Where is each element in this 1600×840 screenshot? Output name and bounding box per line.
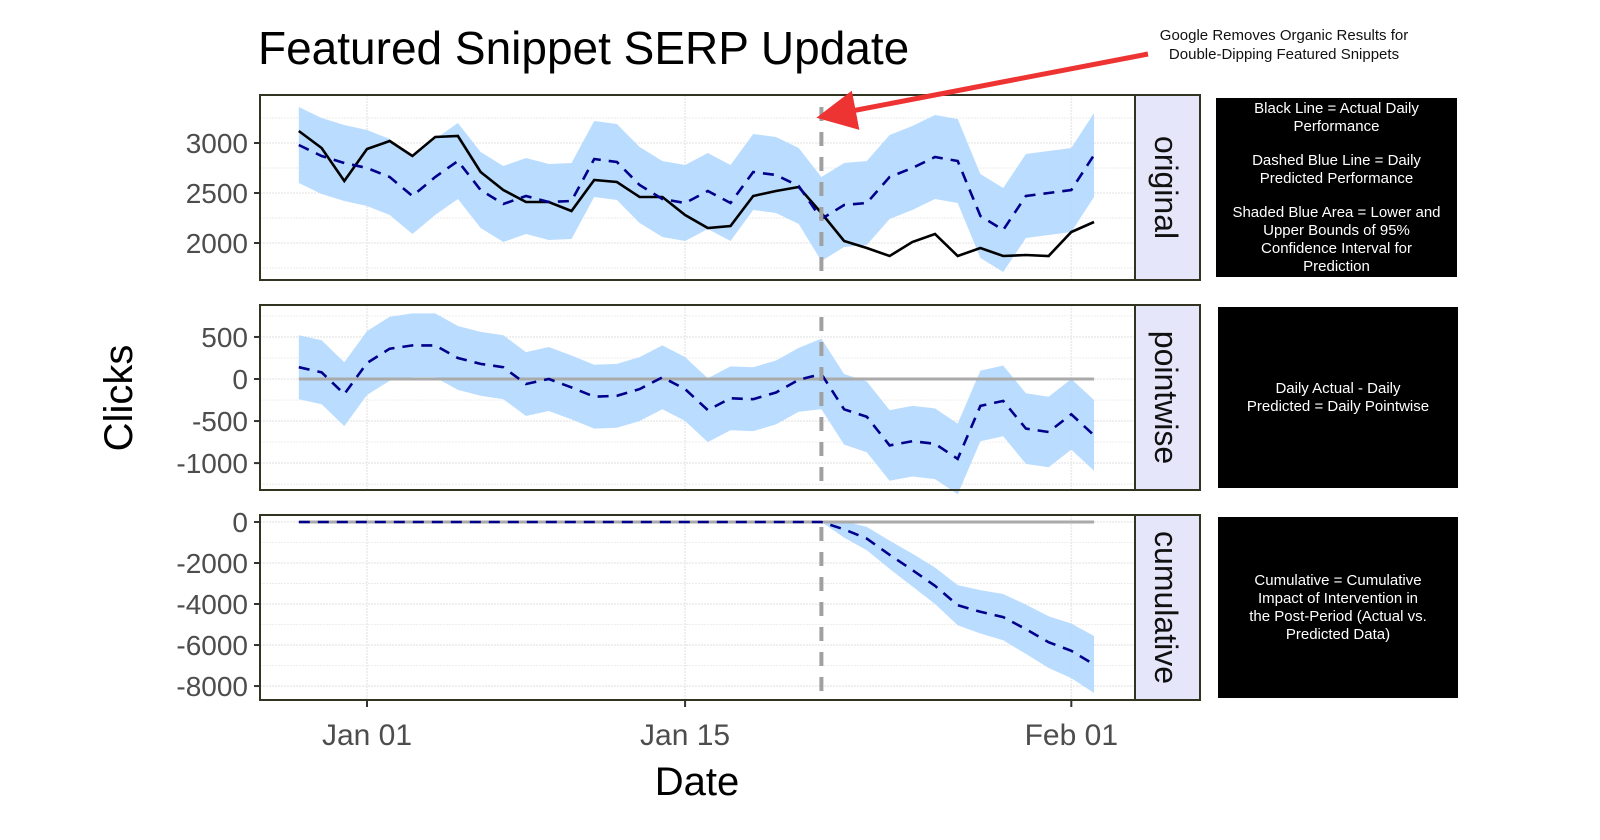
x-tick-label: Feb 01 xyxy=(1025,719,1118,752)
y-tick-label: 2500 xyxy=(186,178,248,209)
y-tick-label: -1000 xyxy=(176,448,248,479)
explanation-text: Black Line = Actual Daily Performance xyxy=(1254,99,1419,135)
cumulative-explanation-box: Cumulative = Cumulative Impact of Interv… xyxy=(1218,517,1458,698)
y-tick-label: 0 xyxy=(232,364,248,395)
original-predicted-line xyxy=(298,143,1096,232)
cumulative-predicted-line xyxy=(298,520,1095,666)
y-tick-label: -500 xyxy=(192,406,248,437)
explanation-text: Shaded Blue Area = Lower and Upper Bound… xyxy=(1232,203,1441,275)
y-tick-label: -4000 xyxy=(176,589,248,620)
x-tick-label: Jan 01 xyxy=(322,719,412,752)
original-confidence-band xyxy=(298,107,1094,272)
y-tick-label: -8000 xyxy=(176,671,248,702)
y-tick-label: -6000 xyxy=(176,630,248,661)
y-tick-label: 500 xyxy=(201,322,248,353)
annotation-line-2: Double-Dipping Featured Snippets xyxy=(1169,46,1399,63)
strip-background xyxy=(1134,304,1201,491)
chart-title: Featured Snippet SERP Update xyxy=(258,22,909,74)
explanation-text: Daily Actual - Daily Predicted = Daily P… xyxy=(1246,379,1430,415)
y-axis-label: Clicks xyxy=(97,345,141,452)
original-explanation-box: Black Line = Actual Daily Performance Das… xyxy=(1216,98,1457,277)
y-tick-label: 0 xyxy=(232,507,248,538)
y-tick-label: -2000 xyxy=(176,548,248,579)
pointwise-confidence-band xyxy=(298,313,1094,495)
explanation-text: Dashed Blue Line = Daily Predicted Perfo… xyxy=(1252,151,1421,187)
strip-label-cumulative: cumulative xyxy=(1148,531,1184,684)
actual-line xyxy=(298,129,1095,258)
x-tick-label: Jan 15 xyxy=(640,719,730,752)
annotation-arrow xyxy=(816,51,1149,130)
strip-background xyxy=(1134,514,1201,701)
x-axis-label: Date xyxy=(655,760,740,804)
annotation-line-1: Google Removes Organic Results for xyxy=(1160,27,1408,44)
cumulative-confidence-band xyxy=(298,521,1094,693)
pointwise-predicted-line xyxy=(298,344,1095,461)
pointwise-explanation-box: Daily Actual - Daily Predicted = Daily P… xyxy=(1218,307,1458,488)
y-tick-label: 3000 xyxy=(186,128,248,159)
strip-label-original: original xyxy=(1148,136,1184,239)
y-tick-label: 2000 xyxy=(186,228,248,259)
strip-background xyxy=(1134,94,1201,281)
strip-label-pointwise: pointwise xyxy=(1148,331,1184,464)
explanation-text: Cumulative = Cumulative Impact of Interv… xyxy=(1249,571,1427,643)
